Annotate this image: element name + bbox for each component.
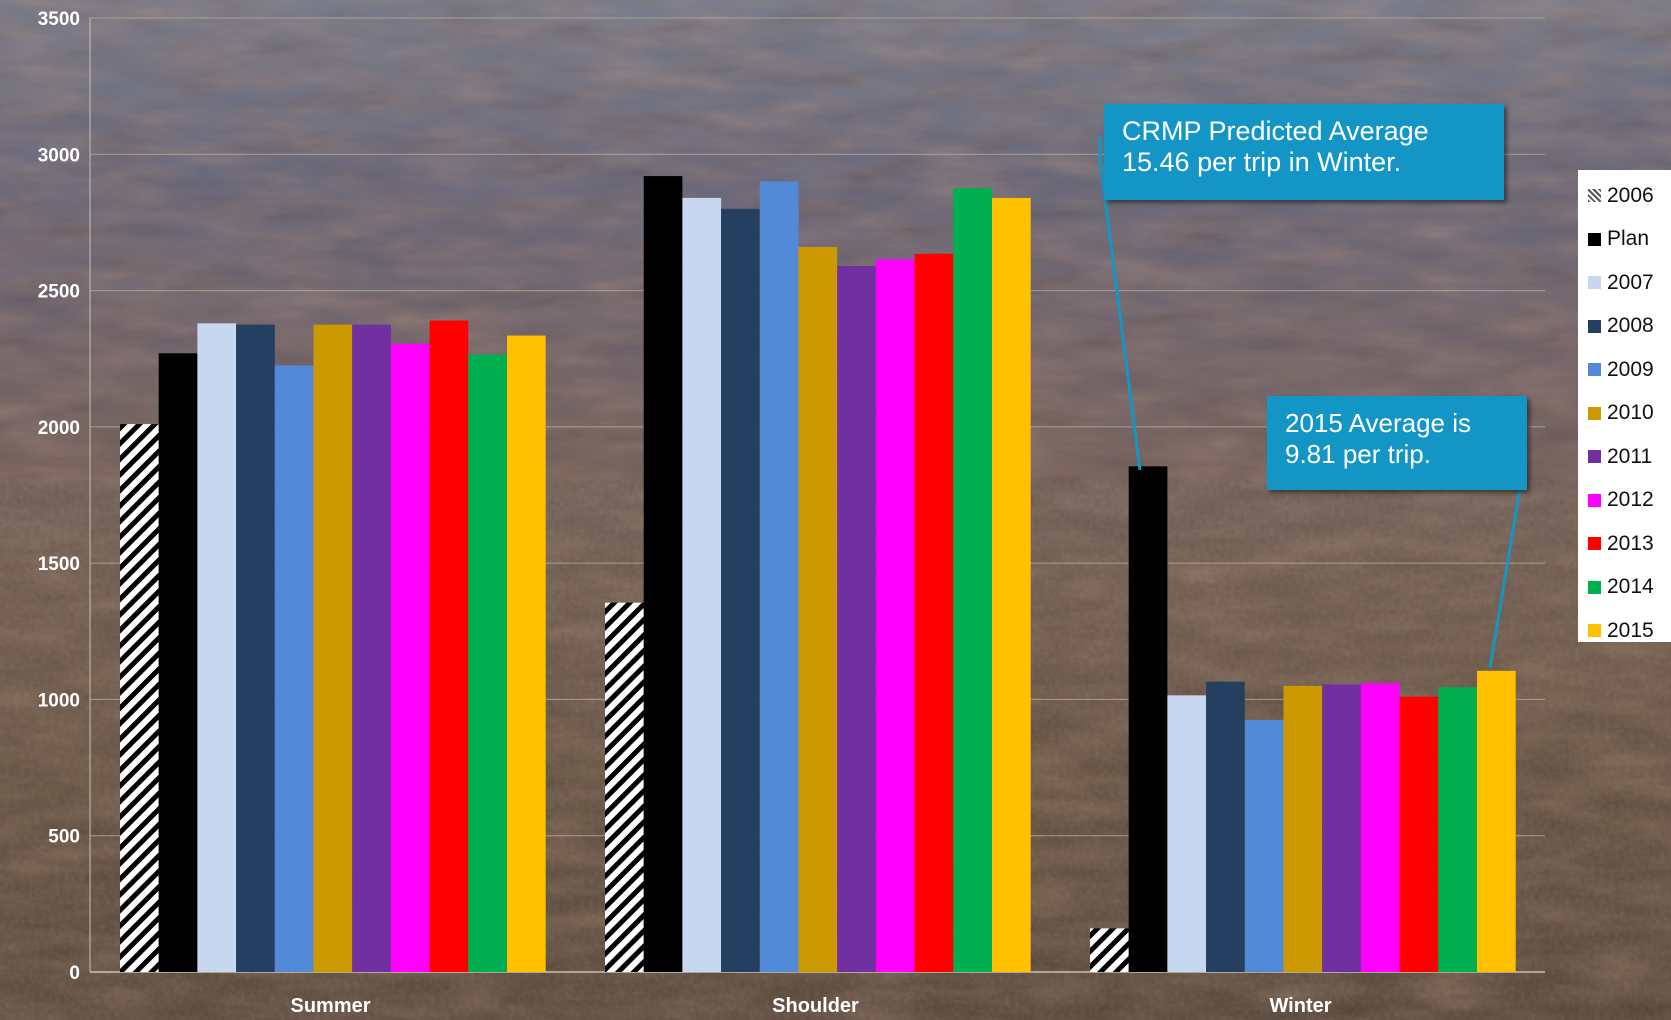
bar-2010-winter: [1283, 685, 1323, 972]
legend-item-2010: 2010: [1578, 392, 1671, 436]
x-axis-labels: Summer Shoulder Winter: [290, 995, 1331, 1017]
legend-label: 2012: [1607, 488, 1654, 512]
legend-swatch: [1588, 319, 1601, 333]
legend-item-2013: 2013: [1578, 522, 1671, 566]
legend-item-2009: 2009: [1578, 348, 1671, 392]
legend-item-2015: 2015: [1578, 609, 1671, 653]
legend-swatch: [1588, 450, 1601, 464]
y-tick-label: 2500: [38, 282, 80, 303]
legend-item-2007: 2007: [1578, 261, 1671, 305]
legend-label: 2009: [1607, 357, 1654, 381]
y-tick-label: 500: [48, 827, 80, 848]
bar-2013-shoulder: [914, 253, 954, 972]
legend-label: 2014: [1607, 575, 1654, 599]
legend-item-2012: 2012: [1578, 479, 1671, 523]
bar-2008-summer: [236, 324, 275, 973]
legend-swatch: [1588, 406, 1601, 420]
legend-swatch: [1588, 189, 1601, 203]
bar-plan-winter: [1128, 466, 1168, 972]
legend-label: 2013: [1607, 531, 1654, 555]
y-tick-label: 0: [69, 963, 80, 984]
bar-2006-winter: [1090, 928, 1129, 972]
bar-2013-winter: [1399, 696, 1439, 972]
legend-label: 2015: [1607, 618, 1654, 642]
bar-2012-summer: [390, 343, 430, 972]
legend-item-2014: 2014: [1578, 566, 1671, 610]
bar-2012-winter: [1360, 683, 1400, 972]
legend-swatch: [1588, 363, 1601, 377]
y-tick-label: 3500: [38, 9, 80, 30]
bar-2010-summer: [313, 324, 353, 973]
y-axis-labels: 0 500 1000 1500 2000 2500 3000 3500: [38, 9, 80, 984]
bar-2014-winter: [1438, 687, 1477, 972]
bar-2014-summer: [468, 354, 507, 972]
y-tick-label: 1000: [38, 690, 80, 711]
bar-2009-shoulder: [759, 181, 799, 973]
bar-plan-shoulder: [643, 176, 683, 972]
bar-2007-winter: [1167, 695, 1207, 972]
bar-2008-winter: [1206, 681, 1245, 972]
legend-item-plan: Plan: [1578, 218, 1671, 262]
y-tick-label: 2000: [38, 418, 80, 439]
legend-item-2008: 2008: [1578, 305, 1671, 349]
legend-swatch: [1588, 232, 1601, 246]
y-tick-label: 1500: [38, 554, 80, 575]
callout-2015-average: 2015 Average is 9.81 per trip.: [1267, 396, 1527, 490]
legend: 2006 Plan 2007 2008 2009 2010 2011 2012 2013 2014…: [1578, 170, 1671, 642]
legend-label: 2007: [1607, 270, 1654, 294]
legend-label: Plan: [1607, 227, 1650, 251]
legend-label: 2008: [1607, 314, 1654, 338]
bar-2008-shoulder: [721, 208, 760, 973]
bar-plan-summer: [158, 353, 198, 973]
x-category-label: Summer: [290, 995, 370, 1017]
bar-2006-shoulder: [605, 602, 644, 972]
bar-2009-winter: [1244, 719, 1284, 972]
legend-swatch: [1588, 624, 1601, 638]
bar-2015-summer: [507, 335, 546, 972]
legend-item-2006: 2006: [1578, 174, 1671, 218]
callout-crmp-predicted-average: CRMP Predicted Average 15.46 per trip in…: [1104, 104, 1504, 200]
bar-2015-shoulder: [992, 197, 1031, 972]
bar-2011-shoulder: [837, 266, 876, 972]
bar-2007-shoulder: [682, 197, 722, 972]
bar-2009-summer: [274, 365, 314, 972]
bar-2015-winter: [1477, 670, 1516, 972]
legend-swatch: [1588, 537, 1601, 551]
x-category-label: Winter: [1269, 995, 1331, 1017]
legend-swatch: [1588, 493, 1601, 507]
legend-item-2011: 2011: [1578, 435, 1671, 479]
legend-swatch: [1588, 276, 1601, 290]
legend-label: 2011: [1607, 444, 1653, 468]
bar-2011-winter: [1322, 684, 1361, 972]
y-tick-label: 3000: [38, 145, 80, 166]
x-category-label: Shoulder: [772, 995, 859, 1017]
bar-2010-shoulder: [798, 246, 838, 972]
bars: [120, 176, 1516, 973]
legend-label: 2010: [1607, 401, 1654, 425]
callout-1-leader: [1098, 136, 1142, 471]
bar-2011-summer: [352, 324, 391, 973]
bar-2013-summer: [429, 320, 469, 972]
bar-2014-shoulder: [953, 188, 992, 972]
legend-label: 2006: [1607, 183, 1654, 207]
legend-swatch: [1588, 580, 1601, 594]
bar-2012-shoulder: [875, 259, 915, 972]
bar-2006-summer: [120, 424, 159, 972]
bar-2007-summer: [197, 323, 237, 972]
